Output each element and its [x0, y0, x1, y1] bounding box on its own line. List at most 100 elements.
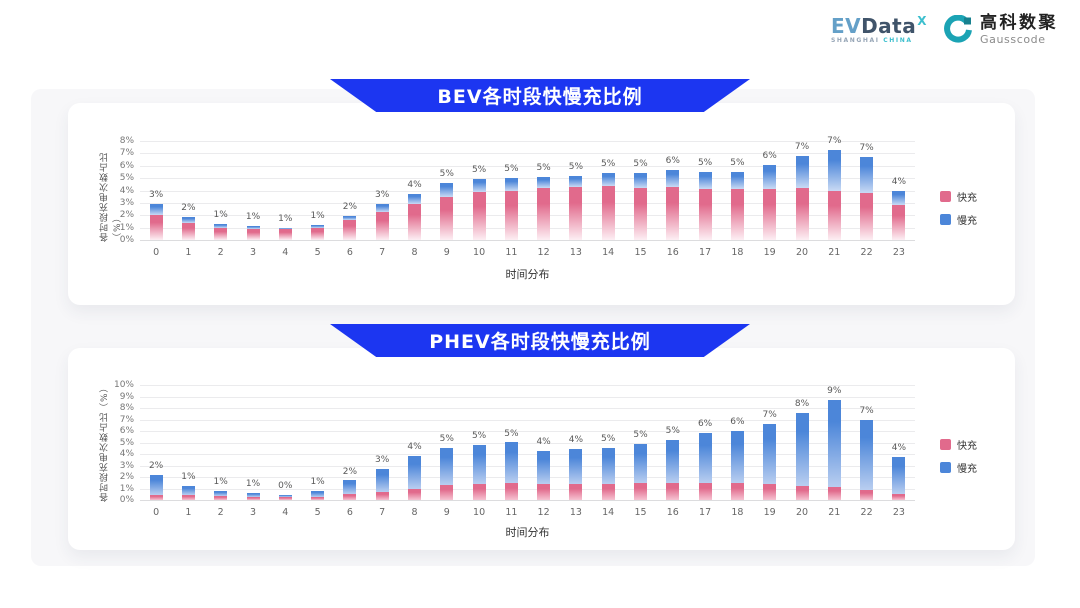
x-tick-label: 21: [828, 247, 841, 258]
bar-slow-segment: [440, 183, 454, 197]
bar-fast-segment: [569, 483, 583, 500]
x-tick-label: 13: [569, 507, 582, 518]
bar-fast-segment: [827, 487, 841, 500]
bar-value-label: 6%: [665, 155, 680, 166]
x-tick-label: 20: [795, 507, 809, 518]
bar-slow-segment: [375, 469, 389, 492]
bar-value-label: 1%: [245, 479, 261, 490]
bar-fast-segment: [666, 186, 680, 240]
bar-value-label: 5%: [730, 157, 745, 168]
evdata-subtitle-left: SHANGHAI: [830, 37, 880, 45]
bar-slow-segment: [730, 430, 744, 483]
x-tick-label: 23: [892, 507, 905, 518]
y-tick-label: 6%: [119, 426, 134, 436]
bar-slow-segment: [634, 173, 647, 188]
bar-value-label: 8%: [794, 398, 810, 409]
bar-fast-segment: [408, 488, 421, 500]
bar-fast-segment: [472, 191, 486, 240]
bar-fast-segment: [601, 483, 615, 500]
y-tick-label: 8%: [119, 403, 134, 413]
x-tick-label: 4: [282, 247, 289, 258]
x-tick-label: 0: [153, 507, 160, 518]
bar-value-label: 4%: [536, 436, 551, 447]
legend-item-slow: 慢充: [940, 212, 977, 227]
bar-slow-segment: [569, 175, 583, 187]
bar-fast-segment: [440, 196, 454, 240]
bar-slow-segment: [181, 486, 195, 496]
bar-value-label: 4%: [407, 442, 422, 453]
bar-value-label: 6%: [730, 417, 745, 427]
x-tick-label: 22: [860, 507, 873, 518]
x-tick-label: 11: [505, 507, 518, 518]
legend-item-fast: 快充: [940, 437, 977, 452]
bar-value-label: 5%: [471, 430, 487, 441]
bar-fast-segment: [892, 205, 906, 240]
bar-value-label: 1%: [213, 476, 228, 487]
legend-label: 快充: [957, 193, 977, 204]
bar-slow-segment: [569, 449, 583, 484]
legend-swatch: [940, 462, 951, 473]
bar-value-label: 6%: [762, 150, 777, 161]
y-tick-label: 5%: [119, 437, 134, 448]
bar-fast-segment: [181, 222, 195, 240]
bar-slow-segment: [343, 215, 357, 221]
evdata-ev-text: EV: [830, 14, 862, 39]
bar-slow-segment: [149, 204, 163, 216]
bar-value-label: 5%: [568, 161, 584, 172]
bar-value-label: 1%: [213, 209, 228, 220]
bar-slow-segment: [827, 399, 841, 488]
bev-chart-title-banner: BEV各时段快慢充比例: [330, 79, 750, 112]
y-tick-label: 10%: [113, 380, 134, 390]
x-tick-label: 0: [153, 247, 160, 258]
x-tick-label: 15: [634, 507, 647, 518]
x-tick-label: 2: [217, 507, 224, 518]
bar-fast-segment: [730, 482, 744, 500]
bar-fast-segment: [311, 227, 325, 240]
phev-chart-title-banner: PHEV各时段快慢充比例: [330, 324, 750, 357]
bar-fast-segment: [408, 204, 421, 240]
bev-x-axis-label: 时间分布: [505, 268, 550, 281]
x-tick-label: 12: [537, 247, 550, 258]
gausscode-text: 高科数聚 Gausscode: [980, 13, 1058, 46]
bar-slow-segment: [666, 169, 680, 187]
bar-slow-segment: [472, 179, 486, 192]
bar-fast-segment: [601, 185, 615, 240]
bar-fast-segment: [472, 483, 486, 500]
gridline: [140, 240, 915, 241]
bar-slow-segment: [860, 157, 874, 193]
bar-value-label: 5%: [665, 426, 680, 437]
bar-slow-segment: [214, 490, 228, 496]
y-tick-label: 3%: [119, 197, 134, 208]
bar-value-label: 5%: [697, 157, 713, 168]
bar-value-label: 7%: [794, 141, 810, 152]
evdata-x-superscript: X: [917, 14, 927, 29]
bar-value-label: 5%: [504, 164, 519, 175]
bar-slow-segment: [763, 424, 777, 484]
x-tick-label: 5: [314, 507, 321, 518]
bar-slow-segment: [634, 443, 647, 483]
bar-fast-segment: [504, 190, 518, 240]
bar-fast-segment: [149, 215, 163, 240]
bar-value-label: 1%: [310, 476, 325, 487]
x-tick-label: 17: [699, 507, 712, 518]
bar-fast-segment: [375, 211, 389, 240]
bar-slow-segment: [311, 224, 325, 228]
x-tick-label: 19: [763, 507, 776, 518]
x-tick-label: 11: [505, 247, 518, 258]
legend-swatch: [940, 439, 951, 450]
y-tick-label: 4%: [119, 449, 134, 459]
x-tick-label: 9: [443, 507, 450, 518]
bar-slow-segment: [601, 448, 615, 484]
bar-value-label: 4%: [891, 443, 907, 454]
bar-fast-segment: [214, 496, 228, 500]
bar-fast-segment: [343, 220, 357, 240]
x-tick-label: 7: [379, 247, 386, 258]
evdata-subtitle: SHANGHAI CHINA: [831, 38, 913, 44]
x-tick-label: 4: [282, 507, 289, 518]
gridline: [140, 141, 915, 142]
bar-fast-segment: [246, 228, 260, 240]
bar-slow-segment: [795, 155, 809, 188]
bar-slow-segment: [343, 480, 357, 495]
evdata-wordmark: EVDataX: [830, 14, 927, 39]
bar-fast-segment: [892, 494, 906, 500]
